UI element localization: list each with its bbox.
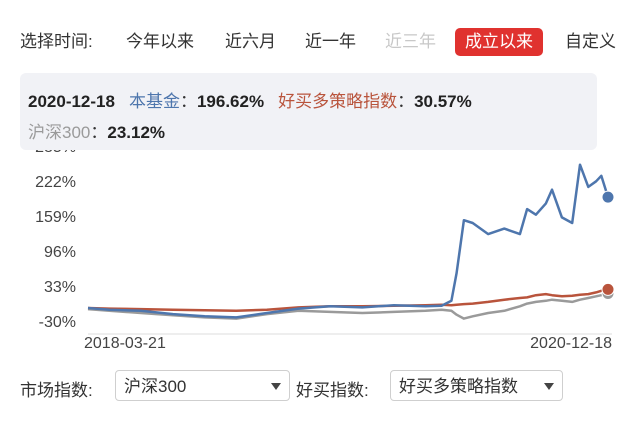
series-line bbox=[87, 288, 609, 313]
filter-option[interactable]: 自定义 bbox=[565, 32, 616, 51]
y-tick-label: 159% bbox=[35, 209, 76, 226]
y-tick-label: -30% bbox=[39, 314, 76, 331]
tooltip-date: 2020-12-18 bbox=[28, 92, 115, 111]
tooltip-line: 2020-12-18 本基金：196.62% 好买多策略指数：30.57% bbox=[28, 87, 486, 112]
y-tick-label: 33% bbox=[44, 279, 76, 296]
filter-option[interactable]: 成立以来 bbox=[455, 28, 543, 56]
tooltip-value: 30.57% bbox=[414, 92, 472, 111]
dropdown-value: 好买多策略指数 bbox=[399, 377, 518, 396]
series-line bbox=[87, 163, 610, 319]
selector-label: 市场指数: bbox=[20, 381, 93, 400]
dropdown-value: 沪深300 bbox=[124, 377, 187, 396]
filter-option[interactable]: 今年以来 bbox=[126, 32, 194, 51]
tooltip-value: 196.62% bbox=[196, 92, 265, 111]
y-tick-label: 96% bbox=[44, 244, 76, 261]
dropdown[interactable]: 好买多策略指数 bbox=[390, 370, 563, 401]
tooltip-series-name: 好买多策略指数 bbox=[278, 92, 398, 111]
end-marker bbox=[601, 190, 615, 204]
filter-label: 选择时间: bbox=[20, 32, 93, 51]
dropdown[interactable]: 沪深300 bbox=[115, 370, 290, 401]
tooltip-value: 23.12% bbox=[107, 123, 166, 142]
x-tick-label: 2020-12-18 bbox=[530, 335, 612, 352]
dropdown-arrow bbox=[544, 383, 554, 390]
dropdown-arrow bbox=[271, 383, 281, 390]
tooltip-separator: ： bbox=[90, 123, 108, 142]
end-marker bbox=[601, 282, 615, 296]
tooltip: 2020-12-18 本基金：196.62% 好买多策略指数：30.57% 沪深30… bbox=[20, 73, 597, 150]
x-tick-label: 2018-03-21 bbox=[84, 335, 166, 352]
y-tick-label: 222% bbox=[35, 174, 76, 191]
filter-option[interactable]: 近一年 bbox=[305, 32, 356, 51]
tooltip-separator: ： bbox=[179, 92, 197, 111]
filter-option[interactable]: 近六月 bbox=[225, 32, 276, 51]
tooltip-series-name: 本基金 bbox=[128, 92, 180, 111]
tooltip-line: 沪深300：23.12% bbox=[28, 118, 179, 143]
tooltip-separator: ： bbox=[397, 92, 415, 111]
tooltip-series-name: 沪深300 bbox=[28, 123, 91, 142]
selector-label: 好买指数: bbox=[296, 381, 369, 400]
filter-option: 近三年 bbox=[385, 32, 436, 51]
